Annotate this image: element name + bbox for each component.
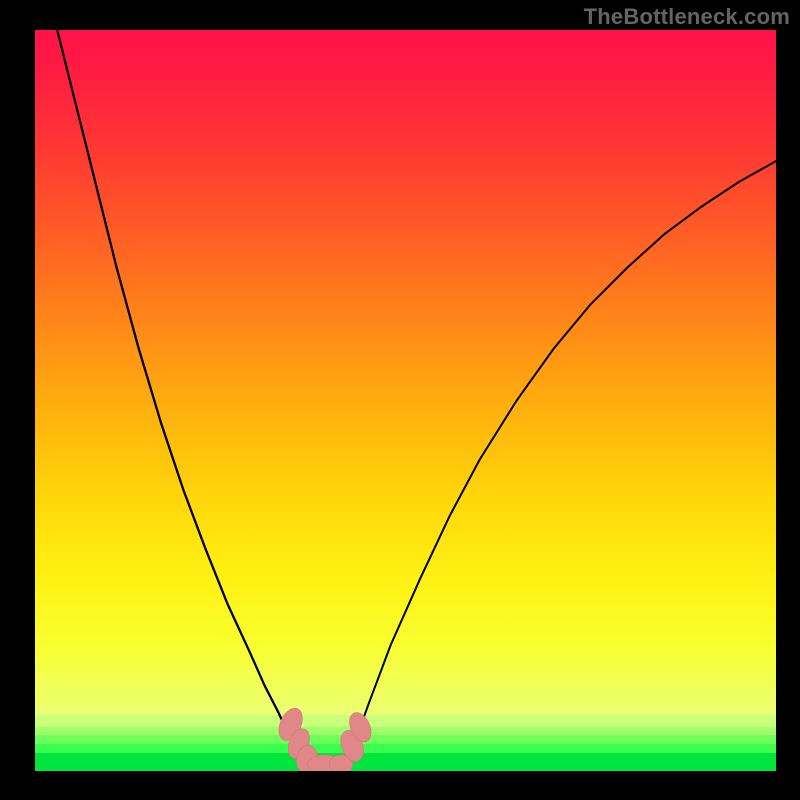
chart-curve	[57, 30, 302, 762]
watermark-text: TheBottleneck.com	[584, 4, 790, 30]
chart-svg-layer	[35, 30, 776, 771]
chart-plot-area	[35, 30, 776, 771]
chart-curve	[346, 161, 776, 762]
